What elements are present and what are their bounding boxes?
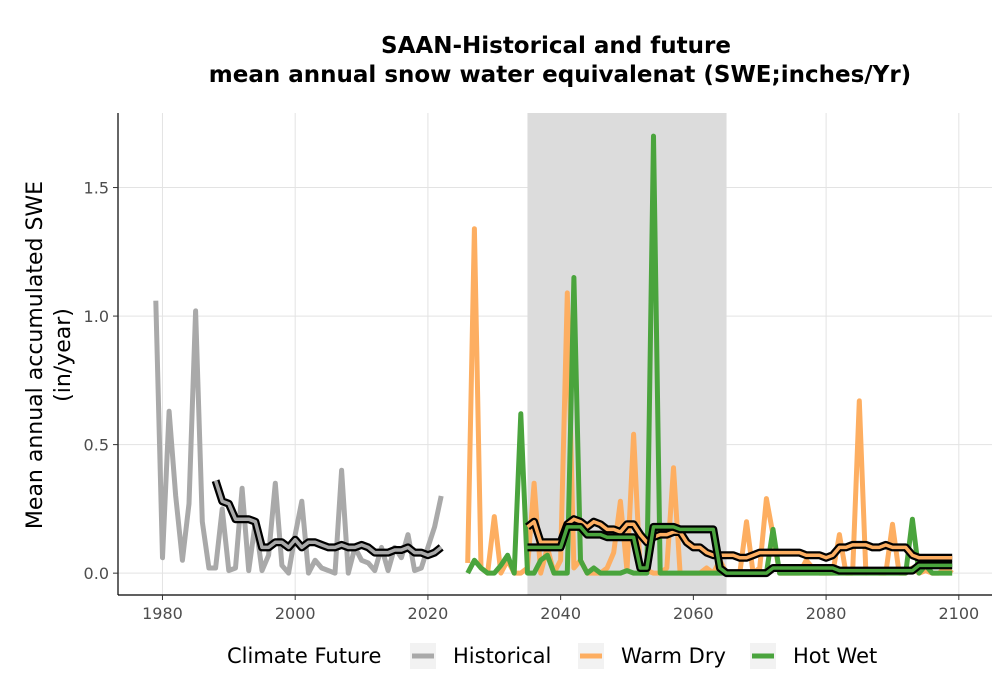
- y-axis-label: Mean annual accumulated SWE: [23, 181, 48, 529]
- smoothed-line-hot-wet: [527, 525, 953, 575]
- y-axis-units: (in/year): [51, 308, 76, 402]
- x-tick-label: 2080: [806, 604, 847, 623]
- x-tick-label: 2060: [673, 604, 714, 623]
- legend-label-historical: Historical: [453, 644, 551, 668]
- x-tick-label: 2100: [938, 604, 979, 623]
- chart-subtitle: mean annual snow water equivalenat (SWE;…: [209, 62, 911, 88]
- chart-title: SAAN-Historical and future: [381, 33, 731, 59]
- y-tick-label: 1.5: [84, 179, 109, 198]
- x-tick-label: 1980: [142, 604, 183, 623]
- smoothed-line-historical: [213, 480, 443, 557]
- y-tick-label: 1.0: [84, 307, 109, 326]
- y-axis-title: Mean annual accumulated SWE (in/year): [23, 181, 76, 529]
- smoothed-line-warm-dry: [526, 517, 953, 560]
- plot-area: 0.0 0.5 1.0 1.5 1980 2000 2020 2040 2060 2080 2100: [84, 113, 992, 623]
- y-tick-label: 0.5: [84, 436, 109, 455]
- legend-title: Climate Future: [227, 644, 381, 668]
- y-tick-label: 0.0: [84, 564, 109, 583]
- legend-label-warm-dry: Warm Dry: [621, 644, 726, 668]
- legend-label-hot-wet: Hot Wet: [793, 644, 877, 668]
- x-tick-label: 2040: [540, 604, 581, 623]
- x-tick-label: 2000: [275, 604, 316, 623]
- x-tick-label: 2020: [408, 604, 449, 623]
- legend: Climate Future Historical Warm Dry Hot Wet: [227, 643, 877, 669]
